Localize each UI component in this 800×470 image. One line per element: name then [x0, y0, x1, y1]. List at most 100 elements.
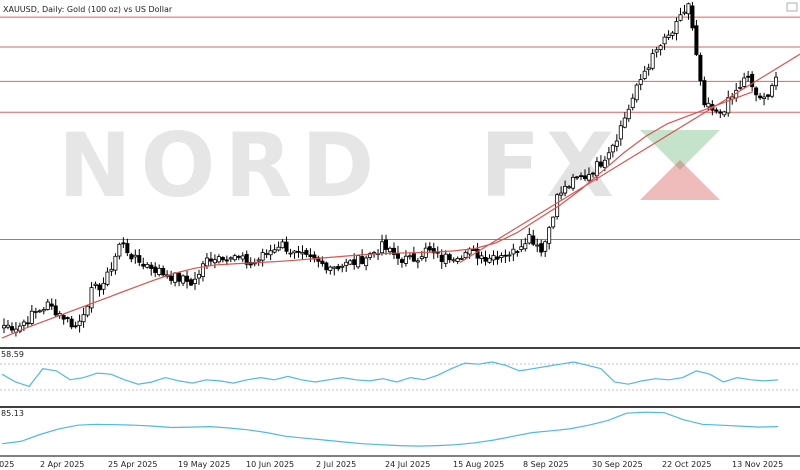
- candle-body: [495, 256, 500, 260]
- candle-body: [754, 87, 759, 96]
- candle-body: [77, 320, 82, 326]
- candle-body: [622, 117, 627, 128]
- candle-body: [240, 255, 245, 260]
- candle-body: [33, 311, 38, 313]
- candle-body: [224, 259, 229, 262]
- candle-body: [714, 109, 719, 112]
- candle-body: [762, 96, 767, 99]
- candle-body: [344, 261, 349, 267]
- candle-body: [610, 144, 615, 153]
- candle-body: [73, 325, 78, 328]
- candle-body: [1, 325, 6, 329]
- candle-body: [25, 322, 30, 325]
- candle-body: [551, 216, 556, 228]
- candle-body: [204, 257, 209, 267]
- candle-body: [348, 260, 353, 265]
- candle-body: [411, 253, 416, 262]
- candle-body: [483, 257, 488, 262]
- candle-body: [384, 239, 389, 250]
- candle-body: [443, 253, 448, 264]
- osc1-line: [1, 361, 779, 388]
- candle-body: [507, 254, 512, 257]
- x-tick-label: 30 Sep 2025: [592, 460, 643, 469]
- candle-body: [169, 275, 174, 281]
- candle-body: [670, 32, 675, 36]
- candle-body: [598, 161, 603, 167]
- candle-body: [750, 73, 755, 88]
- candle-body: [475, 248, 480, 259]
- candle-body: [185, 275, 190, 282]
- candle-body: [634, 84, 639, 101]
- candle-body: [519, 246, 524, 250]
- moving-average: [1, 91, 754, 339]
- candle-body: [336, 266, 341, 270]
- candle-body: [579, 175, 584, 178]
- ma-line: [1, 91, 754, 339]
- candle-body: [567, 186, 572, 189]
- candle-body: [658, 45, 663, 51]
- candle-body: [479, 255, 484, 259]
- candle-body: [630, 97, 635, 109]
- candle-body: [511, 248, 516, 255]
- candle-body: [447, 254, 452, 261]
- candle-body: [117, 243, 122, 257]
- candle-body: [702, 80, 707, 106]
- candle-body: [638, 79, 643, 85]
- candle-body: [280, 241, 285, 249]
- candle-body: [415, 260, 420, 263]
- candle-body: [53, 305, 58, 316]
- candle-body: [594, 161, 599, 176]
- watermark-arrow-red: [640, 160, 720, 200]
- candle-body: [698, 54, 703, 82]
- candle-body: [499, 255, 504, 258]
- candle-body: [694, 25, 699, 55]
- x-tick-label: 2 Jul 2025: [316, 460, 356, 469]
- candle-body: [256, 259, 261, 262]
- candle-body: [320, 260, 325, 264]
- candle-body: [161, 268, 166, 276]
- candle-body: [81, 314, 86, 323]
- candle-body: [722, 111, 727, 116]
- candle-body: [582, 175, 587, 179]
- candle-body: [682, 11, 687, 14]
- candle-body: [133, 254, 138, 258]
- candle-body: [738, 86, 743, 89]
- candle-body: [547, 227, 552, 244]
- candle-body: [531, 235, 536, 245]
- horizontal-levels: [0, 16, 800, 241]
- candle-body: [193, 278, 198, 284]
- candle-body: [244, 254, 249, 265]
- candle-body: [356, 255, 361, 268]
- candle-body: [181, 275, 186, 284]
- oscillator-2-panel: 85.13: [1, 409, 779, 447]
- candle-body: [586, 174, 591, 181]
- candle-body: [232, 255, 237, 261]
- candle-body: [65, 317, 70, 319]
- x-axis: 2025 2 Apr 2025 25 Apr 2025 19 May 2025 …: [0, 460, 783, 469]
- trendlines: [459, 53, 800, 263]
- candle-body: [141, 263, 146, 267]
- candle-body: [125, 243, 130, 254]
- candle-body: [527, 234, 532, 244]
- candle-body: [41, 309, 46, 312]
- candle-body: [380, 241, 385, 254]
- candle-body: [5, 324, 10, 328]
- candle-body: [113, 255, 118, 271]
- candle-body: [678, 14, 683, 21]
- candle-body: [539, 243, 544, 253]
- candle-body: [742, 77, 747, 87]
- candle-body: [395, 252, 400, 259]
- candle-body: [718, 111, 723, 114]
- candle-body: [606, 152, 611, 160]
- oscillator-1-panel: 58.59: [0, 350, 800, 391]
- candle-body: [523, 243, 528, 250]
- osc1-label: 58.59: [1, 350, 24, 359]
- candle-body: [153, 266, 158, 273]
- candle-body: [340, 265, 345, 268]
- x-tick-label: 8 Sep 2025: [523, 460, 569, 469]
- candle-body: [308, 254, 313, 258]
- candle-body: [85, 305, 90, 316]
- candle-body: [109, 268, 114, 272]
- candle-body: [149, 264, 154, 269]
